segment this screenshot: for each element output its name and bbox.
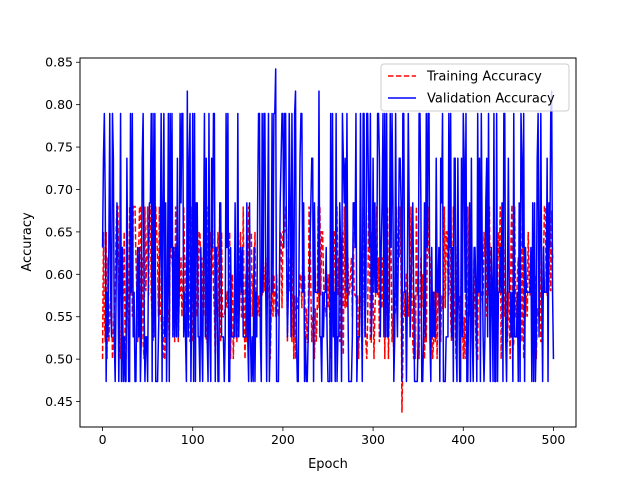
y-tick-label: 0.50 [45,352,73,367]
y-axis-label: Accuracy [20,212,35,272]
x-tick-label: 0 [99,432,107,447]
x-tick-label: 200 [271,432,295,447]
y-tick-label: 0.60 [45,267,73,282]
x-tick-label: 300 [361,432,385,447]
y-tick-label: 0.45 [45,394,73,409]
y-tick-label: 0.65 [45,224,73,239]
x-tick-label: 400 [451,432,475,447]
y-axis-ticks: 0.45 0.50 0.55 0.60 0.65 0.70 0.75 0.80 0.85 [45,55,80,409]
x-axis-label: Epoch [308,457,348,472]
plot-frame [79,57,577,428]
y-tick-label: 0.85 [45,55,73,70]
legend-label-validation: Validation Accuracy [427,92,555,107]
y-tick-label: 0.55 [45,309,73,324]
x-tick-label: 100 [181,432,205,447]
y-tick-label: 0.80 [45,97,73,112]
legend-label-training: Training Accuracy [426,70,542,85]
y-tick-label: 0.70 [45,182,73,197]
series-line-validation-accuracy [101,68,555,383]
legend: Training Accuracy Validation Accuracy [380,63,570,112]
series-layer [101,68,555,413]
x-axis-ticks: 0 100 200 300 400 500 [99,427,566,447]
legend-box [380,63,570,112]
x-tick-label: 500 [542,432,566,447]
y-tick-label: 0.75 [45,140,73,155]
